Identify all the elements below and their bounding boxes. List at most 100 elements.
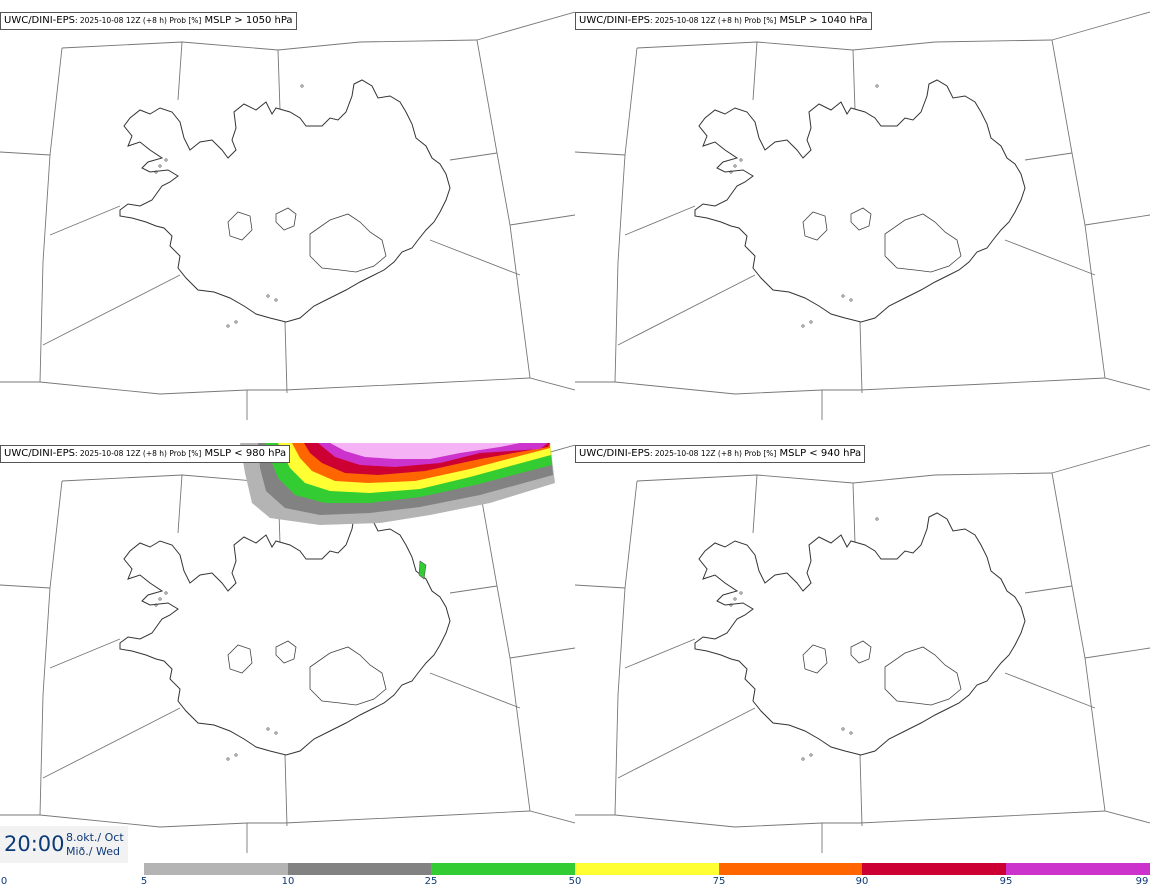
glacier-outline [275,207,297,231]
islet [875,84,879,88]
model-name: UWC/DINI-EPS [4,448,75,459]
colorbar-bin [1006,863,1150,875]
islet [841,727,845,731]
colorbar-bin [144,863,288,875]
colorbar [144,863,1150,875]
islet [274,731,278,735]
region-border [284,321,288,394]
region-border [0,810,575,828]
region-border [177,41,183,101]
islet [154,603,158,607]
model-name: UWC/DINI-EPS [4,15,75,26]
region-border [575,810,1150,828]
coastline [694,79,1026,323]
colorbar-tick-label: 95 [999,876,1013,887]
coastline [694,512,1026,756]
region-border [1084,647,1150,659]
region-border [39,47,63,383]
colorbar-tick-label: 5 [140,876,148,887]
colorbar-bin [719,863,862,875]
map-outlines [575,11,1150,420]
region-border [624,638,696,669]
map-panel-1: UWC/DINI-EPS: 2025-10-08 12Z (+8 h) Prob… [0,0,575,433]
run-info: : 2025-10-08 12Z (+8 h) Prob [%] [649,449,777,458]
probability-field [240,443,555,580]
model-name: UWC/DINI-EPS [579,448,650,459]
islet [266,727,270,731]
glacier-outline [884,213,962,273]
colorbar-bin [288,863,431,875]
map-outlines [575,444,1150,853]
region-border [1051,444,1150,474]
islet [729,170,733,174]
islet [729,603,733,607]
region-border [575,151,626,156]
region-border [449,152,498,161]
coastline [119,79,451,323]
region-border [624,205,696,236]
parameter-label: MSLP > 1050 hPa [204,15,293,26]
parameter-label: MSLP > 1040 hPa [779,15,868,26]
islet [234,320,238,324]
islet [164,158,168,162]
colorbar-bin [431,863,575,875]
glacier-outline [275,640,297,664]
map-canvas [0,11,575,420]
islet [300,84,304,88]
region-border [61,39,478,51]
islet [164,591,168,595]
region-border [852,482,856,544]
region-border [1051,472,1106,812]
region-border [1051,39,1106,379]
region-border [752,41,758,101]
region-border [1024,152,1073,161]
region-border [1084,214,1150,226]
region-border [284,754,288,827]
region-border [277,49,281,111]
islet [739,591,743,595]
region-border [0,584,51,589]
map-panel-4: UWC/DINI-EPS: 2025-10-08 12Z (+8 h) Prob… [575,433,1150,866]
region-border [614,480,638,816]
map-panel-3: UWC/DINI-EPS: 2025-10-08 12Z (+8 h) Prob… [0,433,575,866]
colorbar-tick-label: 90 [855,876,869,887]
region-border [752,474,758,534]
islet [733,597,737,601]
map-panel-2: UWC/DINI-EPS: 2025-10-08 12Z (+8 h) Prob… [575,0,1150,433]
run-info: : 2025-10-08 12Z (+8 h) Prob [%] [74,16,202,25]
region-border [1004,239,1096,276]
colorbar-tick-label: 10 [281,876,295,887]
region-border [509,647,575,659]
colorbar-tick-label: 75 [712,876,726,887]
region-border [636,472,1053,484]
glacier-outline [802,211,828,241]
coastline [119,512,451,756]
region-border [476,11,575,41]
region-border [617,707,756,779]
panel-title: UWC/DINI-EPS: 2025-10-08 12Z (+8 h) Prob… [575,445,866,463]
region-border [617,274,756,346]
islet [266,294,270,298]
valid-time-box: 20:00 8.okt./ Oct Mið./ Wed [0,826,128,863]
region-border [49,205,121,236]
region-border [1004,672,1096,709]
colorbar-bin [575,863,719,875]
region-border [429,239,521,276]
colorbar-bin [862,863,1006,875]
glacier-outline [309,646,387,706]
panel-title: UWC/DINI-EPS: 2025-10-08 12Z (+8 h) Prob… [0,12,297,30]
parameter-label: MSLP < 940 hPa [779,448,862,459]
glacier-outline [227,644,253,674]
region-border [0,151,51,156]
islet [733,164,737,168]
map-canvas [575,444,1150,853]
islet [739,158,743,162]
colorbar-tick-label: 99 [1135,876,1149,887]
model-name: UWC/DINI-EPS [579,15,650,26]
islet [274,298,278,302]
valid-time: 20:00 [4,832,65,856]
region-border [429,672,521,709]
islet [234,753,238,757]
map-canvas [575,11,1150,420]
islet [226,757,230,761]
